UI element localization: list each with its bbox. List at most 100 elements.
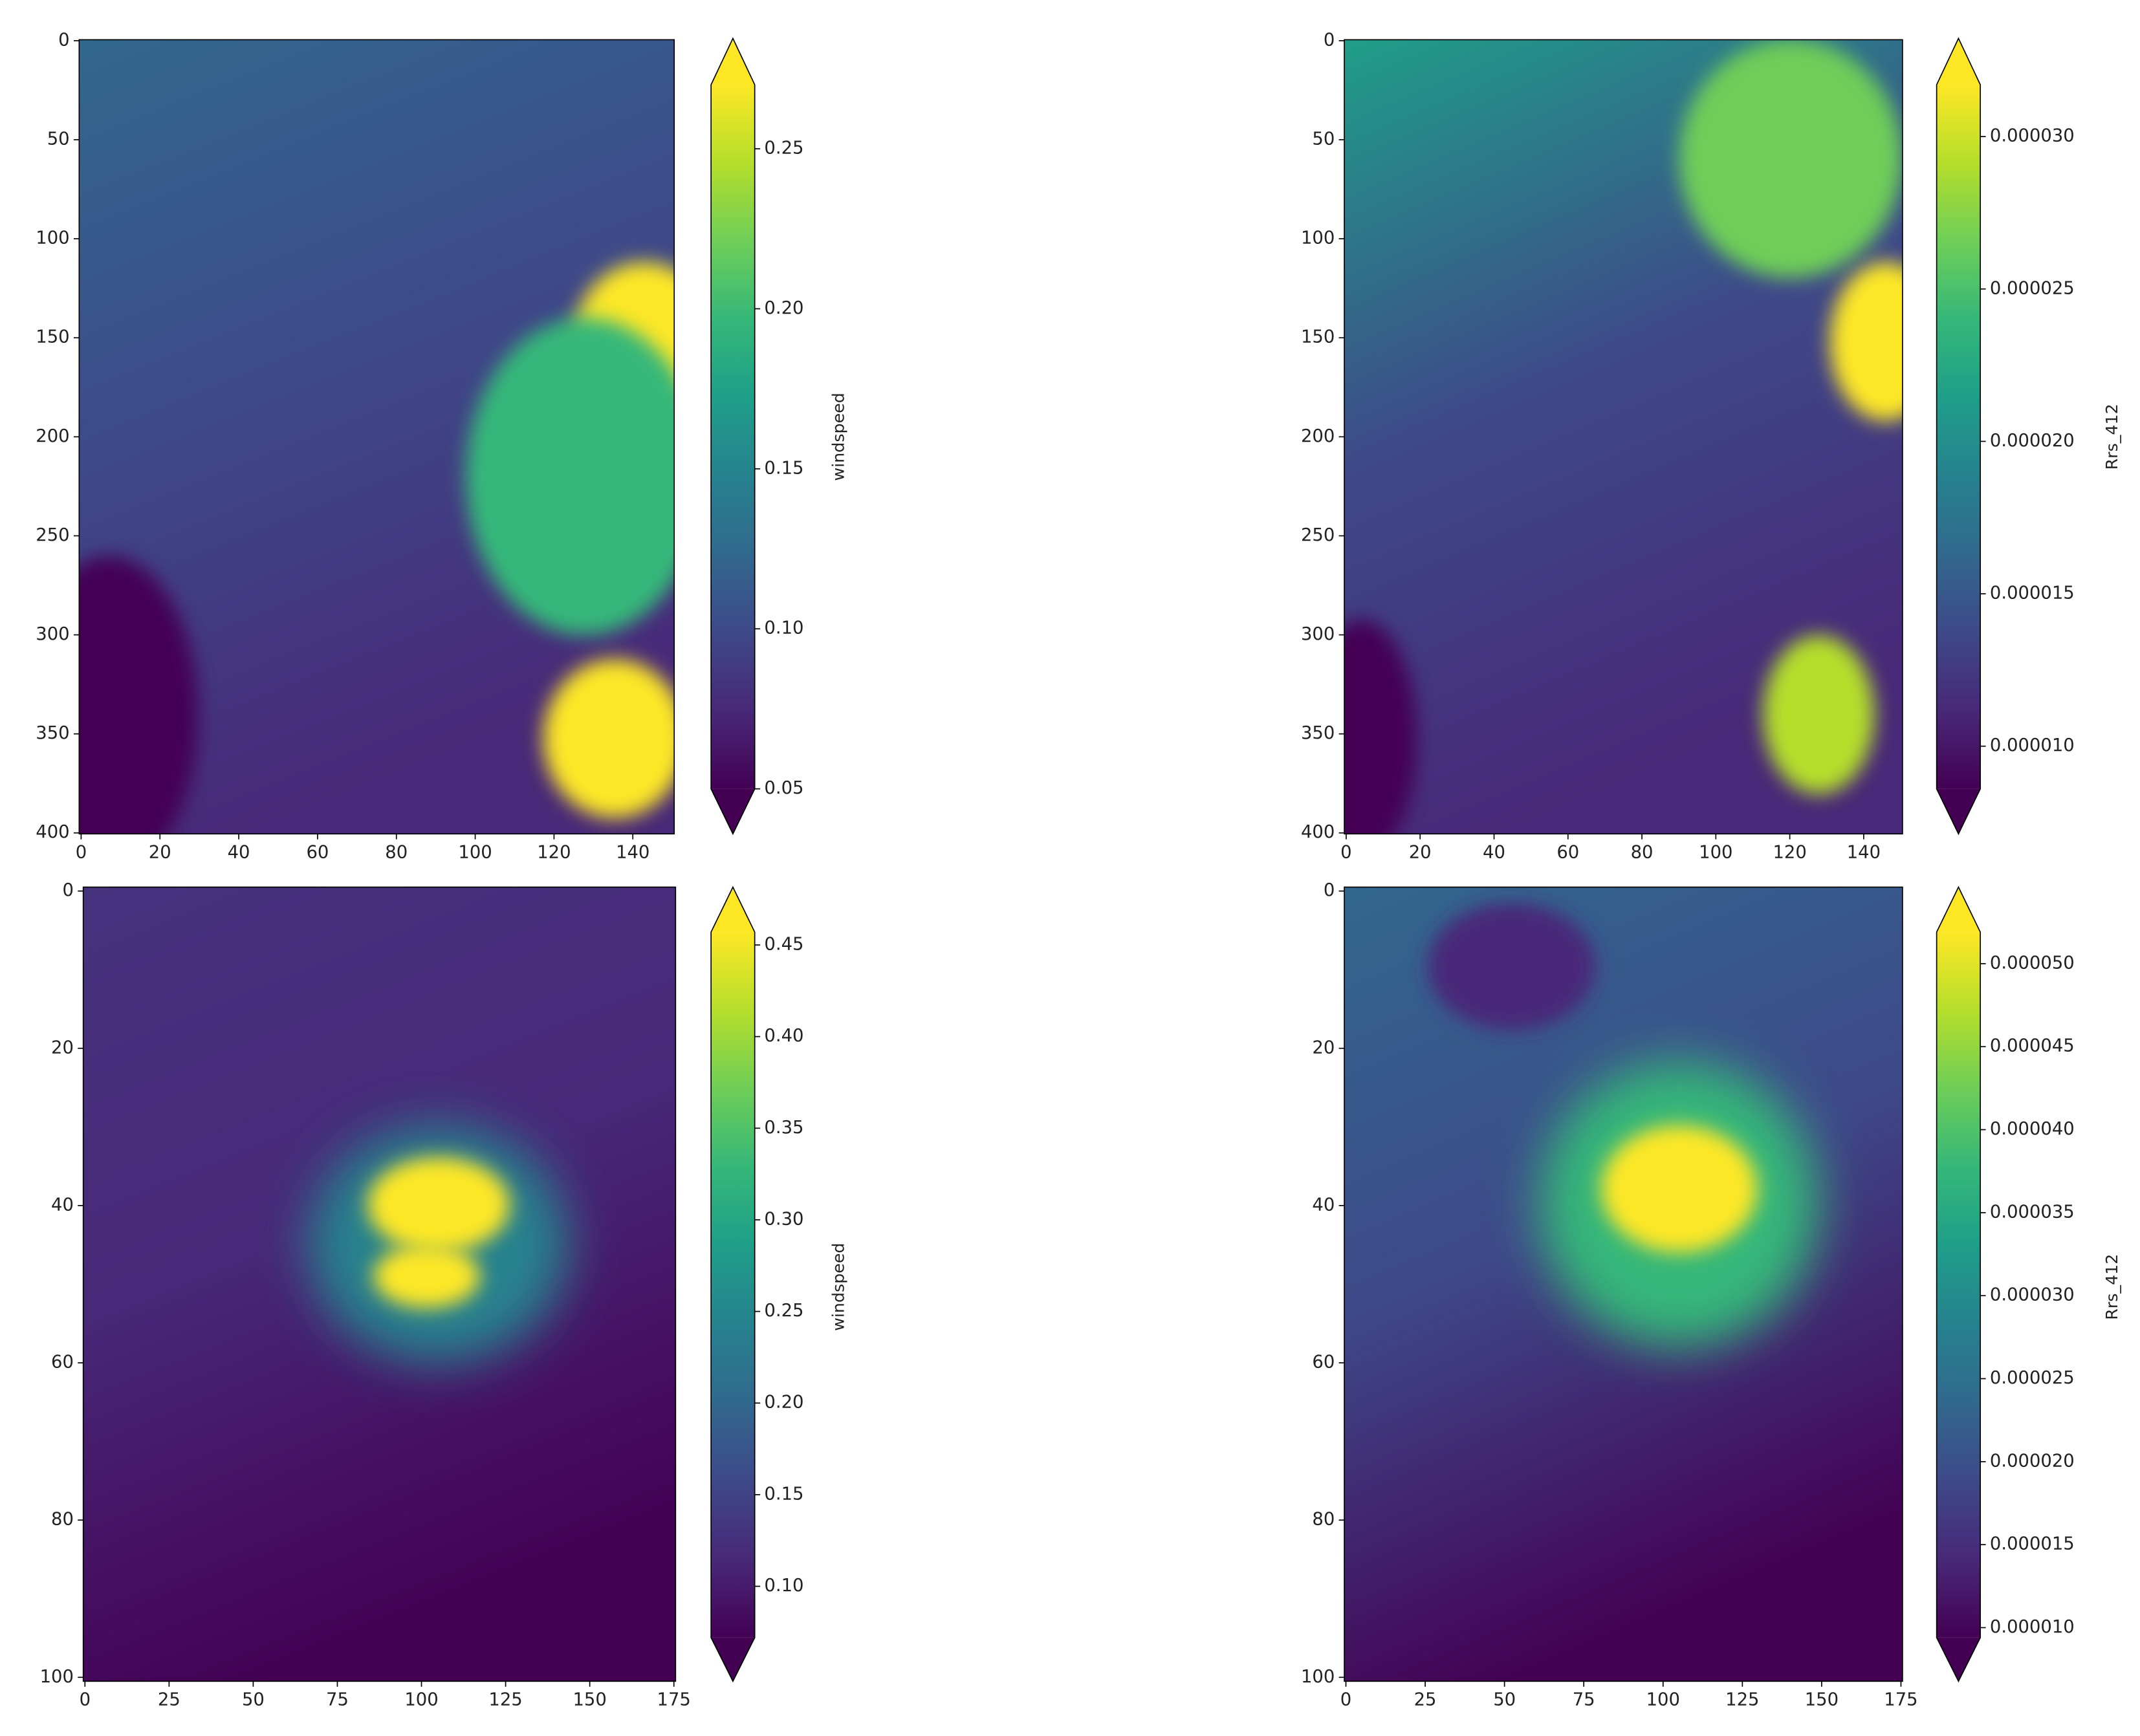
x-tick-label: 20: [1409, 842, 1432, 862]
x-tick-label: 0: [76, 842, 87, 862]
x-tick-label: 60: [1556, 842, 1579, 862]
x-tick-label: 125: [488, 1689, 522, 1709]
y-tick-label: 40: [51, 1195, 74, 1215]
colorbar-tick-label: 0.000010: [1990, 1617, 2075, 1637]
x-tick-label: 60: [306, 842, 329, 862]
x-tick-label: 120: [537, 842, 571, 862]
colorbar-extend-top: [1936, 887, 1981, 933]
y-tick-label: 0: [58, 30, 69, 50]
y-tick-label: 150: [36, 327, 69, 347]
y-tick-label: 60: [1312, 1352, 1335, 1373]
x-tick-label: 100: [458, 842, 492, 862]
y-tick-label: 0: [62, 880, 73, 900]
y-tick-label: 0: [1324, 880, 1335, 900]
y-tick-label: 60: [51, 1352, 74, 1373]
image-feature: [466, 318, 675, 636]
x-tick-label: 25: [1414, 1689, 1437, 1709]
y-tick-label: 200: [1301, 426, 1335, 446]
x-tick-label: 20: [149, 842, 171, 862]
x-tick-label: 80: [1631, 842, 1654, 862]
colorbar-extend-top: [711, 38, 755, 85]
colorbar-tick-label: 0.000040: [1990, 1119, 2075, 1139]
image-feature: [1600, 1125, 1758, 1253]
colorbar: [1936, 85, 1981, 789]
axes-frame: [1344, 886, 1903, 1682]
colorbar-tick-label: 0.25: [764, 138, 803, 158]
colorbar-tick-label: 0.20: [764, 298, 803, 318]
heatmap-image: [1344, 887, 1903, 1682]
colorbar-tick-label: 0.30: [764, 1209, 803, 1229]
y-tick-label: 50: [1312, 129, 1335, 149]
x-tick-label: 40: [1483, 842, 1505, 862]
colorbar-tick-label: 0.000020: [1990, 431, 2075, 451]
y-tick-label: 300: [1301, 624, 1335, 644]
y-tick-label: 200: [36, 426, 69, 446]
colorbar-tick-label: 0.20: [764, 1393, 803, 1413]
colorbar-extend-bottom: [711, 788, 755, 834]
y-tick-label: 250: [36, 525, 69, 545]
y-tick-label: 80: [51, 1510, 74, 1530]
x-tick-label: 75: [1573, 1689, 1595, 1709]
x-tick-label: 50: [1493, 1689, 1516, 1709]
axes-frame: [1344, 39, 1903, 835]
x-tick-label: 150: [573, 1689, 606, 1709]
colorbar-outline: [1936, 885, 1982, 1683]
colorbar: [1936, 932, 1981, 1638]
image-feature: [1763, 635, 1875, 794]
heatmap-image: [1344, 39, 1903, 834]
colorbar-tick-label: 0.15: [764, 1484, 803, 1504]
colorbar-tick-label: 0.000010: [1990, 735, 2075, 755]
y-tick-label: 80: [1312, 1510, 1335, 1530]
heatmap-image: [83, 887, 676, 1682]
image-feature: [1344, 619, 1417, 834]
x-tick-label: 100: [404, 1689, 438, 1709]
colorbar-outline: [710, 885, 756, 1683]
colorbar-extend-bottom: [1936, 1637, 1981, 1682]
colorbar-tick-label: 0.000035: [1990, 1202, 2075, 1222]
x-tick-label: 40: [228, 842, 250, 862]
x-tick-label: 175: [657, 1689, 691, 1709]
colorbar-extend-bottom: [1936, 788, 1981, 834]
colorbar: [711, 85, 755, 789]
heatmap-image: [79, 39, 675, 834]
colorbar-tick-label: 0.000030: [1990, 126, 2075, 146]
colorbar-tick-label: 0.000025: [1990, 278, 2075, 298]
colorbar-tick-label: 0.40: [764, 1026, 803, 1046]
x-tick-label: 140: [616, 842, 650, 862]
colorbar-tick-label: 0.10: [764, 618, 803, 638]
colorbar-tick-label: 0.35: [764, 1118, 803, 1138]
x-tick-label: 125: [1725, 1689, 1759, 1709]
x-tick-label: 80: [385, 842, 408, 862]
y-tick-label: 350: [1301, 723, 1335, 743]
y-tick-label: 150: [1301, 327, 1335, 347]
colorbar-tick-label: 0.000020: [1990, 1451, 2075, 1471]
y-tick-label: 100: [1301, 228, 1335, 248]
image-feature: [1428, 903, 1596, 1030]
colorbar-tick-label: 0.000015: [1990, 583, 2075, 603]
x-tick-label: 0: [1340, 1689, 1351, 1709]
image-feature: [79, 556, 199, 834]
colorbar-tick-label: 0.05: [764, 778, 803, 798]
colorbar-label: Rrs_412: [2102, 404, 2121, 470]
colorbar-label: Rrs_412: [2102, 1254, 2121, 1320]
x-tick-label: 175: [1884, 1689, 1917, 1709]
y-tick-label: 20: [1312, 1037, 1335, 1058]
x-tick-label: 100: [1699, 842, 1732, 862]
axes-frame: [82, 886, 677, 1682]
colorbar-tick-label: 0.000030: [1990, 1285, 2075, 1305]
colorbar-label: windspeed: [829, 1243, 847, 1331]
y-tick-label: 100: [40, 1667, 74, 1687]
colorbar-outline: [1936, 37, 1982, 836]
image-feature: [373, 1244, 481, 1308]
y-tick-label: 50: [47, 129, 70, 149]
x-tick-label: 25: [158, 1689, 180, 1709]
colorbar-tick-label: 0.15: [764, 458, 803, 478]
colorbar-extend-top: [1936, 38, 1981, 85]
x-tick-label: 0: [1340, 842, 1351, 862]
x-tick-label: 50: [242, 1689, 265, 1709]
y-tick-label: 400: [36, 822, 69, 842]
image-feature: [1679, 39, 1903, 278]
colorbar-tick-label: 0.10: [764, 1576, 803, 1596]
